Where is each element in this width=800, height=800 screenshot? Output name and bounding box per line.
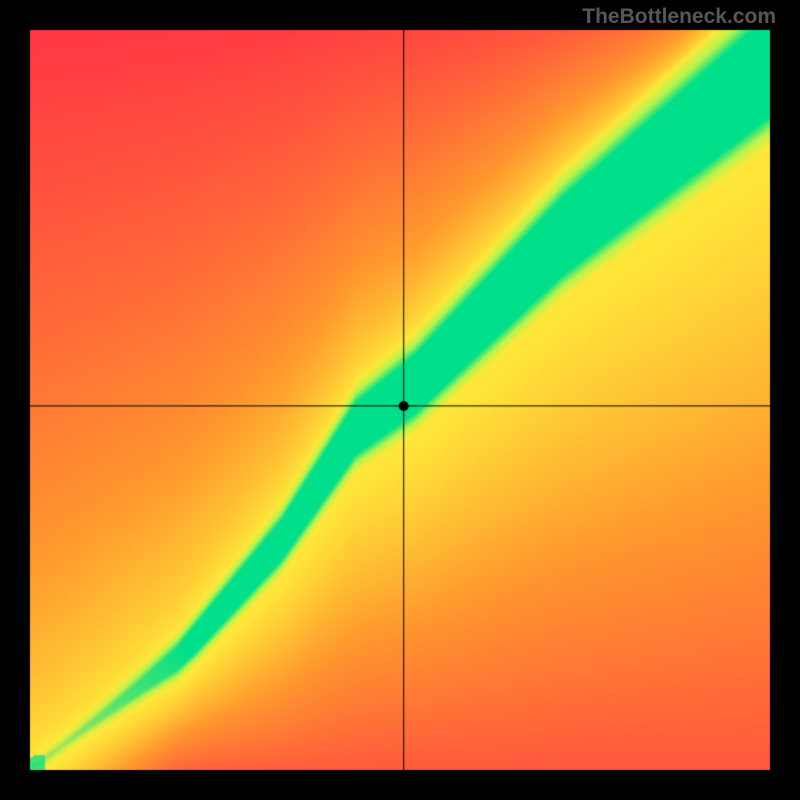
chart-container: TheBottleneck.com (0, 0, 800, 800)
watermark-text: TheBottleneck.com (582, 5, 776, 29)
heatmap-canvas (0, 0, 800, 800)
